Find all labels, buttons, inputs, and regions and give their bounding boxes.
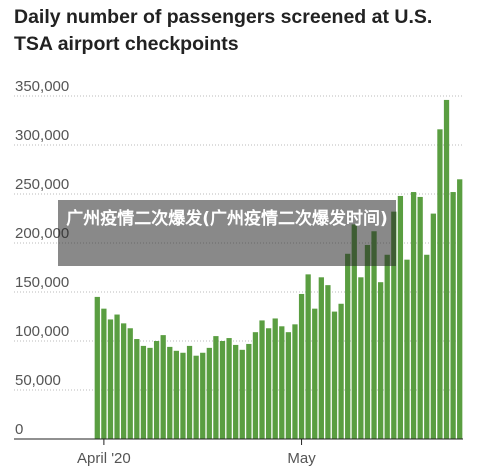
bar [180, 352, 186, 439]
y-tick-label: 350,000 [15, 78, 69, 95]
bar [173, 350, 180, 439]
x-tick-label: May [287, 450, 316, 467]
bar [377, 282, 384, 439]
bar [147, 347, 153, 439]
bar [338, 303, 344, 439]
y-tick-label: 100,000 [15, 323, 69, 340]
bar [312, 308, 318, 439]
bar [265, 328, 272, 439]
bar [160, 335, 166, 439]
bar [404, 259, 410, 439]
bar [114, 314, 120, 439]
bar [430, 213, 436, 439]
bar [233, 344, 239, 439]
bar [153, 341, 160, 439]
y-tick-label: 50,000 [15, 372, 61, 389]
bar [279, 326, 285, 439]
bar [101, 308, 107, 439]
bar [206, 347, 212, 439]
bar [285, 332, 292, 439]
bar [272, 318, 278, 439]
bar [107, 319, 114, 439]
bar [298, 293, 305, 439]
bar [239, 349, 245, 439]
overlay-banner: 广州疫情二次爆发(广州疫情二次爆发时间) [58, 200, 396, 266]
x-tick-label: April '20 [77, 450, 131, 467]
bar [364, 244, 371, 439]
bar [94, 296, 100, 439]
bar [121, 323, 127, 439]
bar [371, 231, 377, 439]
bar [410, 192, 417, 439]
bar [358, 277, 364, 439]
bar [219, 341, 226, 439]
bar [424, 254, 430, 439]
y-tick-label: 250,000 [15, 176, 69, 193]
bar [318, 277, 324, 439]
bar [193, 355, 199, 439]
bar [384, 254, 390, 439]
bar [450, 192, 456, 439]
bar [186, 345, 193, 439]
bar [246, 343, 252, 439]
bar [127, 328, 133, 439]
bar [167, 346, 173, 439]
bar [351, 224, 357, 439]
bar [457, 179, 463, 440]
bar [391, 211, 397, 439]
bar [292, 324, 298, 439]
bar [305, 274, 311, 439]
y-tick-label: 300,000 [15, 127, 69, 144]
bar [417, 196, 423, 439]
bar [252, 332, 259, 439]
bar [331, 311, 338, 439]
bar [437, 129, 443, 439]
y-tick-label: 150,000 [15, 274, 69, 291]
bar [226, 338, 232, 439]
bar [325, 285, 331, 439]
y-tick-label: 200,000 [15, 225, 69, 242]
bar [443, 99, 450, 440]
bar [397, 195, 404, 439]
bar [200, 352, 206, 439]
chart-title: Daily number of passengers screened at U… [14, 6, 433, 55]
bar [345, 253, 351, 439]
bar [134, 339, 140, 439]
bar [213, 336, 219, 439]
bar [259, 320, 265, 439]
bar [140, 345, 147, 439]
y-tick-label: 0 [15, 421, 23, 438]
